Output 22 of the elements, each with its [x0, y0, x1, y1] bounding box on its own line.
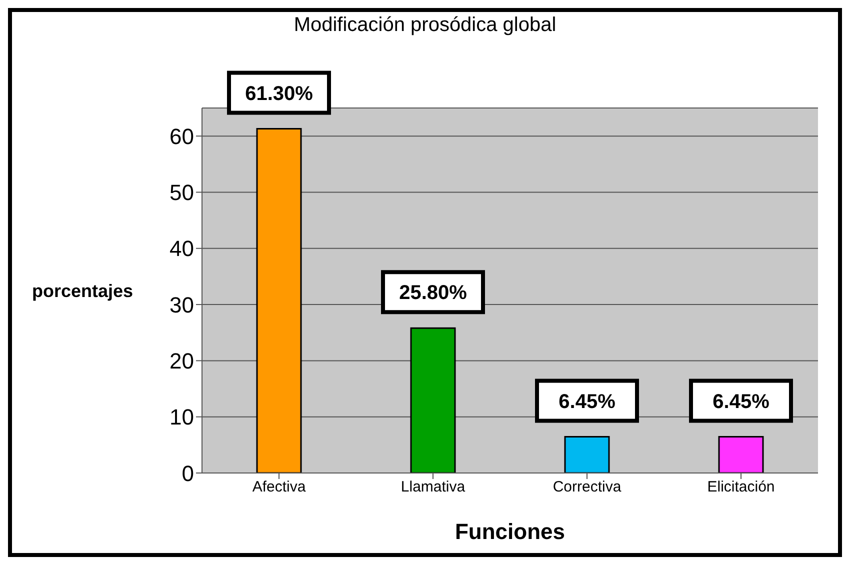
x-tick-label: Correctiva — [552, 478, 622, 496]
y-tick-label: 60 — [170, 124, 194, 149]
y-axis-title: porcentajes — [32, 280, 134, 301]
x-tick-label: Afectiva — [252, 478, 306, 496]
bar — [718, 436, 764, 473]
bar — [256, 128, 302, 473]
data-label: 6.45% — [558, 390, 616, 413]
x-tick-label: Llamativa — [400, 478, 466, 496]
bar — [564, 436, 610, 473]
data-label: 6.45% — [712, 390, 770, 413]
y-tick-label: 40 — [170, 236, 194, 262]
data-label: 25.80% — [399, 282, 468, 304]
y-tick-label: 20 — [170, 348, 194, 374]
bar — [410, 327, 456, 473]
x-axis-title: Funciones — [454, 519, 566, 544]
y-tick-label: 0 — [182, 460, 194, 486]
y-tick-label: 10 — [170, 404, 194, 430]
x-tick-label: Elicitación — [707, 478, 775, 496]
chart-title: Modificación prosódica global — [292, 13, 558, 38]
data-label: 61.30% — [245, 82, 314, 105]
y-tick-label: 50 — [170, 180, 194, 206]
y-tick-label: 30 — [170, 292, 194, 318]
